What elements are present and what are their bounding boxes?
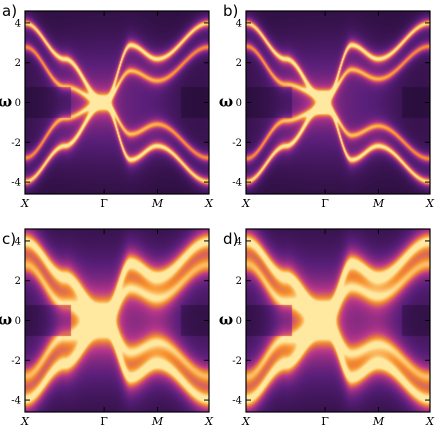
x-tick-label: X — [241, 415, 251, 428]
x-tick-label: X — [204, 415, 214, 428]
y-tick-label: -4 — [11, 396, 21, 407]
spectral-heatmap — [246, 229, 430, 412]
y-tick-label: 0 — [15, 316, 21, 327]
panel-d: d)4 2 0 -2 -4 ω X Γ M X — [219, 228, 435, 428]
y-tick-label: -2 — [11, 356, 21, 367]
y-tick-label: 4 — [236, 18, 242, 29]
spectral-heatmap — [246, 11, 430, 194]
y-tick-label: 0 — [236, 316, 242, 327]
x-tick-label: M — [372, 197, 385, 210]
x-tick-label: X — [204, 197, 214, 210]
panel-c: c)4 2 0 -2 -4 ω X Γ M X — [0, 228, 214, 428]
panel-label: d) — [223, 230, 238, 248]
y-tick-label: -2 — [11, 138, 21, 149]
spectral-heatmap — [25, 229, 209, 412]
y-tick-label: 2 — [236, 276, 242, 287]
y-tick-label: -2 — [232, 138, 242, 149]
y-tick-label: 2 — [15, 276, 21, 287]
y-axis-label: ω — [0, 93, 12, 111]
x-tick-label: X — [425, 415, 435, 428]
panel-label: b) — [223, 2, 238, 20]
panel-label: a) — [2, 2, 17, 20]
y-tick-label: -4 — [232, 178, 242, 189]
x-tick-label: Γ — [100, 415, 108, 428]
x-tick-label: M — [372, 415, 385, 428]
x-tick-label: X — [20, 197, 30, 210]
panel-a: a)4 2 0 -2 -4 ω X Γ M X — [0, 2, 214, 210]
y-axis-label: ω — [219, 93, 233, 111]
panel-label: c) — [2, 230, 16, 248]
y-tick-label: -4 — [232, 396, 242, 407]
x-tick-label: Γ — [321, 415, 329, 428]
y-axis-label: ω — [0, 311, 12, 329]
y-tick-label: 4 — [236, 236, 242, 247]
y-tick-label: 4 — [15, 18, 21, 29]
x-tick-label: M — [151, 415, 164, 428]
y-tick-label: 0 — [15, 98, 21, 109]
y-tick-label: 2 — [236, 58, 242, 69]
spectral-heatmap — [25, 11, 209, 194]
y-tick-label: 0 — [236, 98, 242, 109]
y-tick-label: 2 — [15, 58, 21, 69]
y-tick-label: -2 — [232, 356, 242, 367]
x-tick-label: X — [20, 415, 30, 428]
x-tick-label: M — [151, 197, 164, 210]
y-tick-label: 4 — [15, 236, 21, 247]
x-tick-label: Γ — [321, 197, 329, 210]
y-tick-label: -4 — [11, 178, 21, 189]
x-tick-label: Γ — [100, 197, 108, 210]
y-axis-label: ω — [219, 311, 233, 329]
x-tick-label: X — [425, 197, 435, 210]
x-tick-label: X — [241, 197, 251, 210]
panel-b: b)4 2 0 -2 -4 ω X Γ M X — [219, 2, 435, 210]
